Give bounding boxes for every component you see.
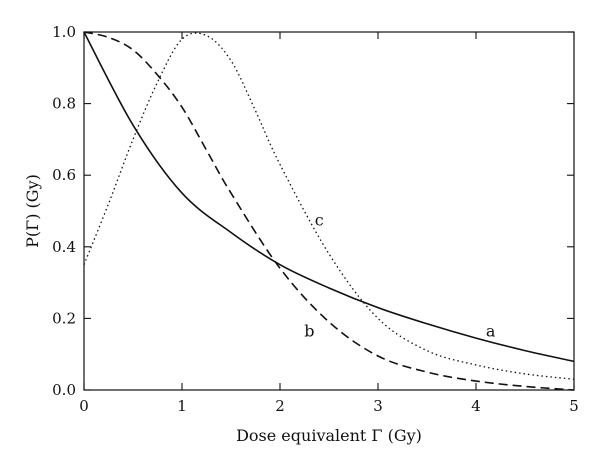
y-tick-label: 0.8 [52,95,76,113]
y-tick-label: 0.6 [52,166,76,184]
series-line-c [83,32,575,380]
x-tick-label: 2 [275,397,285,415]
x-axis-title: Dose equivalent Γ (Gy) [236,426,422,445]
y-tick-label: 0.4 [52,238,76,256]
y-tick-label: 0.2 [52,309,76,327]
axis-ticks [83,31,575,391]
curve-label-b: b [304,321,314,340]
x-tick-label: 1 [177,397,187,415]
series-layer [83,31,575,391]
x-tick-label: 0 [79,397,89,415]
curve-label-a: a [486,321,496,340]
y-tick-label: 0.0 [52,381,76,399]
x-tick-label: 4 [471,397,481,415]
curve-label-c: c [315,210,324,229]
labels-layer: 0 1 2 3 4 5 0.0 0.2 0.4 0.6 0.8 1.0 a b c [52,23,579,415]
x-tick-label: 3 [373,397,383,415]
x-tick-label: 5 [569,397,579,415]
series-line-b [83,31,575,391]
y-axis-title: P(Γ) (Gy) [23,174,42,248]
y-tick-label: 1.0 [52,23,76,41]
plot-frame [83,31,575,391]
series-line-a [83,31,575,363]
